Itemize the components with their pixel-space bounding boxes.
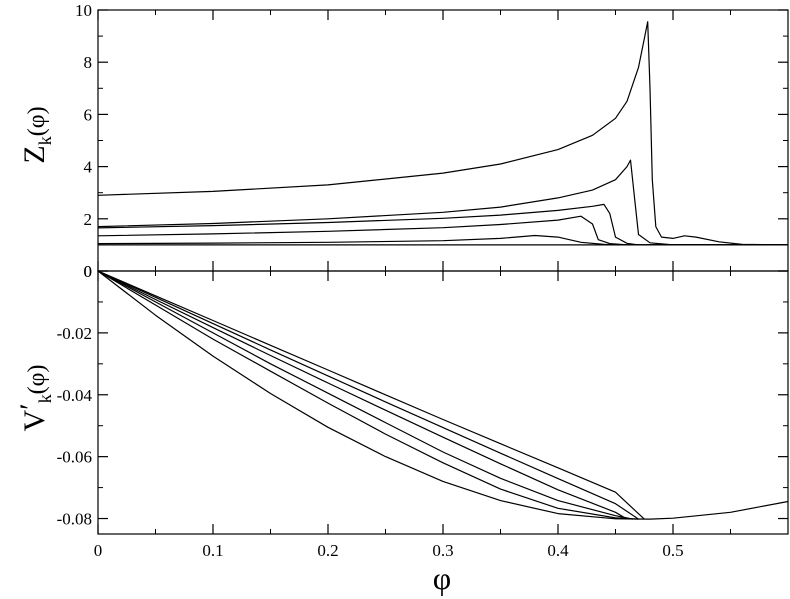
top-plot-frame: [97, 9, 789, 272]
bottom-series-line-3: [97, 270, 633, 520]
top-ytick-label: 0: [84, 262, 93, 281]
top-series-line-4: [97, 203, 788, 246]
bottom-series-line-1: [97, 270, 789, 520]
bottom-xtick-label: 0.3: [432, 541, 453, 560]
top-ytick-label: 4: [84, 158, 93, 177]
bottom-xtick-label: 0.4: [547, 541, 569, 560]
top-ylabel-arg: (φ): [24, 106, 50, 136]
bottom-ytick-label: 0: [84, 262, 93, 281]
bottom-ylabel-arg: (φ): [24, 364, 50, 394]
top-ytick-label: 8: [84, 53, 93, 72]
bottom-series-line-2: [97, 270, 639, 520]
bottom-plot-frame: [97, 270, 789, 535]
bottom-xtick-label: 0.1: [202, 541, 223, 560]
bottom-series-line-4: [97, 270, 628, 520]
top-ylabel-main: Z: [18, 145, 51, 163]
top-series-line-2: [97, 234, 788, 246]
bottom-xtick-label: 0.5: [662, 541, 683, 560]
bottom-ylabel: V′k(φ): [14, 364, 55, 431]
top-series-line-5: [97, 159, 788, 246]
top-panel-zk: 0 2 4 6 8 10: [75, 1, 789, 281]
bottom-ytick-label: -0.08: [57, 510, 92, 529]
bottom-panel-vk-prime: -0.08 -0.06 -0.04 -0.02 0 0 0.1 0.2 0.3 0.4 0.5: [57, 262, 789, 560]
bottom-ylabel-main: V: [18, 410, 51, 432]
top-ylabel-sub: k: [35, 136, 55, 145]
bottom-ylabel-prime: ′: [14, 403, 47, 410]
bottom-ytick-label: -0.06: [57, 448, 92, 467]
top-ytick-label: 10: [75, 1, 92, 20]
top-series-line-6: [97, 21, 789, 246]
bottom-ytick-label: -0.02: [57, 324, 92, 343]
bottom-xtick-label: 0: [94, 541, 103, 560]
bottom-xlabel: φ: [433, 560, 451, 596]
top-series-line-3: [97, 215, 788, 246]
top-ytick-label: 2: [84, 210, 93, 229]
bottom-series-line-6: [97, 270, 645, 520]
bottom-ylabel-sub: k: [35, 394, 55, 403]
bottom-xtick-label: 0.2: [317, 541, 338, 560]
bottom-series-line-5: [97, 270, 639, 520]
bottom-ytick-label: -0.04: [57, 386, 93, 405]
top-ytick-label: 6: [84, 105, 93, 124]
top-ylabel: Zk(φ): [18, 106, 55, 163]
